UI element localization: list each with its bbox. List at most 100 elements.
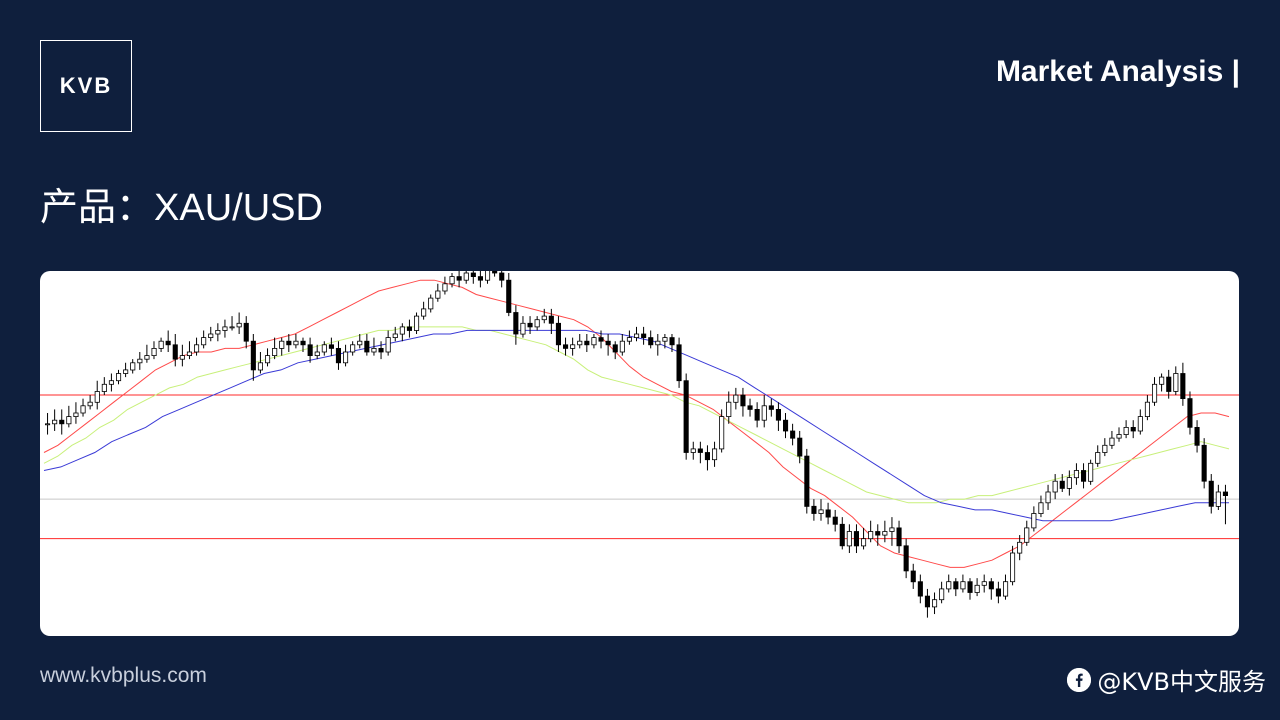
- candle-body: [1045, 491, 1051, 504]
- candle-body: [456, 276, 462, 281]
- candle-body: [520, 322, 526, 335]
- candle-body: [932, 599, 938, 608]
- candle-body: [392, 333, 398, 338]
- candle-body: [846, 531, 852, 547]
- candle-body: [1173, 373, 1179, 392]
- candle-body: [300, 340, 306, 346]
- candle-body: [988, 581, 994, 590]
- candle-body: [264, 355, 271, 364]
- candle-body: [825, 509, 831, 518]
- candle-body: [1123, 426, 1129, 435]
- candle-body: [1017, 541, 1023, 554]
- candle-body: [470, 272, 476, 277]
- candle-body: [797, 437, 803, 457]
- candle-body: [584, 340, 590, 346]
- candle-body: [428, 297, 434, 310]
- candle-body: [87, 401, 93, 407]
- candle-body: [839, 523, 845, 547]
- candle-body: [726, 401, 732, 417]
- candle-body: [704, 452, 710, 461]
- candle-body: [442, 283, 448, 292]
- candle-body: [974, 584, 980, 593]
- candle-body: [641, 333, 647, 338]
- candle-body: [257, 362, 264, 371]
- candle-body: [946, 581, 952, 590]
- candle-body: [80, 405, 86, 414]
- candle-body: [413, 315, 420, 331]
- candle-body: [712, 448, 718, 461]
- candle-body: [513, 312, 519, 335]
- candle-body: [676, 344, 682, 382]
- candle-body: [981, 581, 987, 586]
- candle-body: [853, 531, 859, 547]
- candle-body: [612, 344, 618, 353]
- candle-body: [179, 355, 185, 360]
- candle-body: [406, 326, 412, 331]
- candle-body: [534, 319, 540, 328]
- candle-body: [768, 405, 774, 410]
- candle-body: [832, 516, 838, 525]
- candle-body: [328, 344, 334, 349]
- candle-body: [342, 351, 349, 364]
- candle-body: [1116, 434, 1122, 439]
- candle-body: [506, 279, 512, 313]
- candle-body: [783, 419, 789, 432]
- candle-body: [690, 448, 696, 453]
- website-link[interactable]: www.kvbplus.com: [40, 664, 207, 687]
- moving-average-yellow-green: [43, 326, 1230, 504]
- candle-body: [754, 408, 760, 421]
- social-handle[interactable]: @KVB中文服务: [1067, 662, 1266, 697]
- candle-body: [598, 337, 604, 342]
- candle-body: [790, 430, 796, 439]
- candle-body: [1187, 398, 1193, 428]
- candle-body: [293, 340, 299, 346]
- candle-body: [492, 271, 498, 274]
- candle-body: [541, 315, 547, 321]
- candle-body: [811, 505, 817, 514]
- candle-body: [314, 351, 320, 356]
- candle-body: [747, 405, 753, 410]
- candle-body: [917, 581, 923, 597]
- candle-body: [740, 394, 746, 407]
- candle-body: [548, 315, 554, 324]
- candle-body: [144, 355, 150, 360]
- candle-body: [775, 408, 781, 421]
- candle-body: [1130, 426, 1136, 432]
- candle-body: [1159, 376, 1165, 385]
- social-handle-text: @KVB中文服务: [1097, 668, 1266, 696]
- candle-body: [243, 322, 249, 342]
- candle-body: [967, 581, 973, 593]
- candle-body: [903, 545, 909, 572]
- candle-body: [449, 276, 455, 285]
- facebook-icon: [1067, 667, 1092, 692]
- candle-body: [165, 340, 171, 346]
- candle-body: [463, 272, 469, 281]
- candle-body: [158, 340, 164, 349]
- candle-body: [995, 588, 1001, 597]
- kvb-logo: KVB: [40, 40, 132, 132]
- candle-body: [45, 423, 51, 426]
- candle-body: [875, 531, 881, 536]
- candle-body: [130, 362, 136, 371]
- candle-body: [626, 337, 632, 342]
- candle-body: [591, 337, 597, 346]
- candle-body: [1102, 444, 1108, 453]
- candle-body: [634, 333, 640, 338]
- candle-body: [1109, 437, 1115, 446]
- candle-body: [66, 416, 72, 425]
- candle-body: [286, 340, 292, 346]
- candle-body: [648, 337, 654, 346]
- candle-body: [910, 570, 916, 583]
- candle-body: [1137, 416, 1143, 432]
- candle-body: [882, 531, 888, 536]
- candle-body: [385, 337, 391, 353]
- candle-body: [307, 344, 313, 357]
- candle-body: [1059, 480, 1065, 489]
- logo-text: KVB: [59, 73, 113, 98]
- candle-body: [357, 340, 363, 346]
- candle-body: [101, 383, 107, 392]
- candle-body: [215, 330, 221, 335]
- candle-body: [563, 344, 569, 349]
- product-label: 产品：XAU/USD: [40, 187, 323, 229]
- candle-body: [1222, 491, 1229, 496]
